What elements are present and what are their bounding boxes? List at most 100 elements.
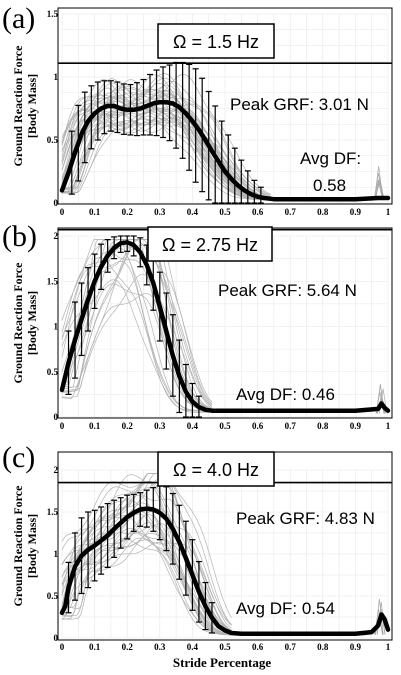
trial-curve — [61, 473, 232, 631]
x-tick-label: 0.4 — [187, 207, 199, 217]
trial-curve — [61, 240, 213, 405]
trial-curve — [61, 120, 271, 198]
trial-curve — [62, 90, 271, 196]
x-tick-labels: 0 0.1 0.2 0.3 0.4 0.5 0.6 0.7 0.8 0.9 1 — [60, 421, 391, 431]
x-tick-label: 1 — [386, 642, 391, 652]
x-tick-label: 0.1 — [89, 421, 101, 431]
y-tick-label: 1.5 — [47, 276, 59, 286]
grid — [61, 235, 389, 418]
x-tick-label: 0.8 — [317, 207, 329, 217]
x-tick-label: 0.4 — [187, 421, 199, 431]
mean-grf-curve — [59, 99, 391, 202]
mean-curve — [59, 99, 391, 202]
trial-curve — [61, 92, 271, 200]
frequency-box — [157, 23, 275, 59]
x-tick-label: 0.5 — [219, 642, 231, 652]
panel-a: 0 0.5 1 1.5 0 0.1 0.2 0.3 0.4 0.5 0.6 0.7 0.8 0.9 1 (… — [2, 2, 393, 217]
trial-curve — [61, 273, 213, 409]
x-tick-label: 0.5 — [219, 207, 231, 217]
y-tick-labels: 0 0.5 1 1.5 2 — [47, 465, 59, 643]
frequency-label: Ω = 4.0 Hz — [173, 460, 259, 480]
x-tick-label: 0.6 — [252, 421, 264, 431]
x-tick-label: 0.6 — [252, 207, 264, 217]
x-tick-label: 0.2 — [122, 207, 134, 217]
x-tick-label: 0 — [60, 421, 65, 431]
trial-curve — [61, 532, 232, 635]
trial-curve — [61, 251, 213, 412]
svg-text:Ground Reaction Force: Ground Reaction Force — [11, 45, 25, 167]
x-tick-label: 0.3 — [154, 421, 166, 431]
x-tick-label: 0.9 — [350, 642, 362, 652]
mean-grf-curve — [59, 506, 391, 637]
svg-text:[Body Mass]: [Body Mass] — [25, 74, 39, 138]
x-tick-label: 0.8 — [317, 642, 329, 652]
trial-curve — [61, 116, 271, 197]
trial-curve — [61, 257, 213, 412]
trial-curve — [61, 247, 213, 412]
x-tick-label: 0.1 — [89, 642, 101, 652]
x-tick-label: 0.5 — [219, 421, 231, 431]
trial-curve — [61, 74, 271, 195]
y-axis-label-b: Ground Reaction Force [Body Mass] — [11, 262, 39, 384]
trial-curve — [61, 88, 271, 200]
y-tick-label: 1 — [54, 322, 59, 332]
trial-curve — [62, 239, 213, 407]
x-tick-label: 0.9 — [350, 421, 362, 431]
x-tick-label: 0.7 — [285, 642, 297, 652]
avg-df-label: Avg DF: — [300, 149, 361, 168]
x-tick-label: 1 — [386, 207, 391, 217]
avg-df-label: Avg DF: 0.54 — [236, 599, 335, 618]
trial-curve — [61, 118, 271, 201]
y-tick-label: 1.5 — [47, 507, 59, 517]
x-tick-label: 0.2 — [122, 421, 134, 431]
y-tick-label: 2 — [54, 465, 59, 475]
peak-grf-label: Peak GRF: 5.64 N — [218, 281, 357, 300]
trial-spike — [373, 180, 383, 199]
x-tick-label: 0.7 — [285, 207, 297, 217]
x-tick-label: 1 — [386, 421, 391, 431]
grid — [61, 469, 389, 639]
y-tick-label: 0 — [54, 633, 59, 643]
trial-curve — [61, 480, 232, 633]
trial-curve — [61, 473, 232, 618]
y-axis-label-c: Ground Reaction Force [Body Mass] — [11, 485, 39, 607]
panel-label: (a) — [2, 2, 35, 35]
y-tick-label: 1 — [54, 72, 59, 82]
x-tick-label: 0 — [60, 642, 65, 652]
peak-grf-label: Peak GRF: 3.01 N — [230, 95, 369, 114]
avg-df-value: 0.58 — [313, 176, 346, 195]
trial-curve — [61, 90, 271, 200]
x-tick-label: 0.6 — [252, 642, 264, 652]
x-tick-label: 0.3 — [154, 642, 166, 652]
y-tick-labels: 0 0.5 1 1.5 2 — [47, 231, 59, 422]
y-tick-label: 0.5 — [47, 591, 59, 601]
trial-curve — [61, 80, 271, 196]
panel-label: (c) — [2, 441, 35, 474]
x-tick-label: 0.7 — [285, 421, 297, 431]
avg-df-label: Avg DF: 0.46 — [236, 385, 335, 404]
peak-grf-label: Peak GRF: 4.83 N — [236, 509, 375, 528]
trial-curve — [61, 538, 232, 636]
y-tick-label: 1 — [54, 549, 59, 559]
svg-text:Ground Reaction Force: Ground Reaction Force — [11, 485, 25, 607]
x-tick-label: 0.8 — [317, 421, 329, 431]
y-tick-label: 0 — [54, 412, 59, 422]
panel-label: (b) — [2, 220, 37, 253]
frequency-label: Ω = 2.75 Hz — [162, 235, 258, 255]
trial-curve — [61, 108, 271, 199]
trial-curve — [61, 107, 271, 199]
trial-curve — [61, 84, 271, 199]
y-axis-label-a: Ground Reaction Force [Body Mass] — [11, 45, 39, 167]
x-tick-label: 0.2 — [122, 642, 134, 652]
y-tick-label: 2 — [54, 231, 59, 241]
trial-spike — [374, 166, 383, 199]
y-tick-label: 0.5 — [47, 367, 59, 377]
trial-curve — [61, 523, 232, 631]
trial-curve — [61, 115, 271, 201]
x-tick-label: 0.1 — [89, 207, 101, 217]
trial-curve — [61, 533, 232, 626]
x-tick-labels: 0 0.1 0.2 0.3 0.4 0.5 0.6 0.7 0.8 0.9 1 — [60, 207, 391, 217]
frequency-box — [157, 451, 275, 487]
x-tick-label: 0 — [60, 207, 65, 217]
mean-curve — [59, 240, 391, 413]
